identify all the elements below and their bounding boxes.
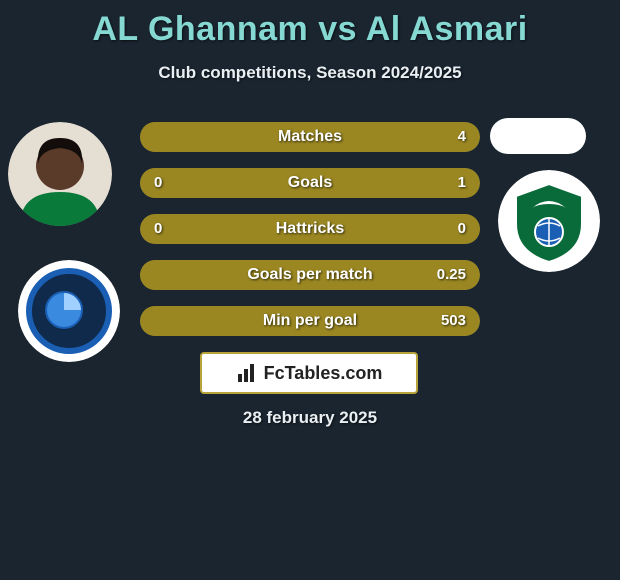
club-badge-icon — [498, 170, 600, 272]
player-left-club-badge — [18, 260, 120, 362]
stat-label: Min per goal — [140, 306, 480, 336]
player-right-club-badge — [498, 170, 600, 272]
stat-row: Goals0 1 — [140, 168, 480, 198]
stat-row: Matches4 — [140, 122, 480, 152]
player-left-avatar — [8, 122, 112, 226]
stat-value-right: 503 — [441, 306, 466, 336]
stat-value-right: 4 — [458, 122, 466, 152]
stat-row: Min per goal503 — [140, 306, 480, 336]
branding-box: FcTables.com — [200, 352, 418, 394]
stat-value-right: 0 — [458, 214, 466, 244]
stat-row: Hattricks0 0 — [140, 214, 480, 244]
stat-value-right: 1 — [458, 168, 466, 198]
date-label: 28 february 2025 — [0, 408, 620, 428]
stat-row: Goals per match0.25 — [140, 260, 480, 290]
branding-text: FcTables.com — [264, 363, 383, 384]
page-title: AL Ghannam vs Al Asmari — [0, 0, 620, 49]
stat-value-left: 0 — [154, 214, 162, 244]
stat-label: Hattricks — [140, 214, 480, 244]
stat-value-left: 0 — [154, 168, 162, 198]
stat-label: Goals per match — [140, 260, 480, 290]
player-photo-icon — [8, 122, 112, 226]
bars-icon — [236, 362, 258, 384]
player-right-badge — [490, 118, 586, 154]
stats-panel: Matches4Goals01Hattricks00Goals per matc… — [140, 122, 480, 352]
comparison-card: AL Ghannam vs Al Asmari Club competition… — [0, 0, 620, 580]
stat-value-right: 0.25 — [437, 260, 466, 290]
subtitle: Club competitions, Season 2024/2025 — [0, 63, 620, 83]
club-badge-icon — [18, 260, 120, 362]
stat-label: Goals — [140, 168, 480, 198]
stat-label: Matches — [140, 122, 480, 152]
